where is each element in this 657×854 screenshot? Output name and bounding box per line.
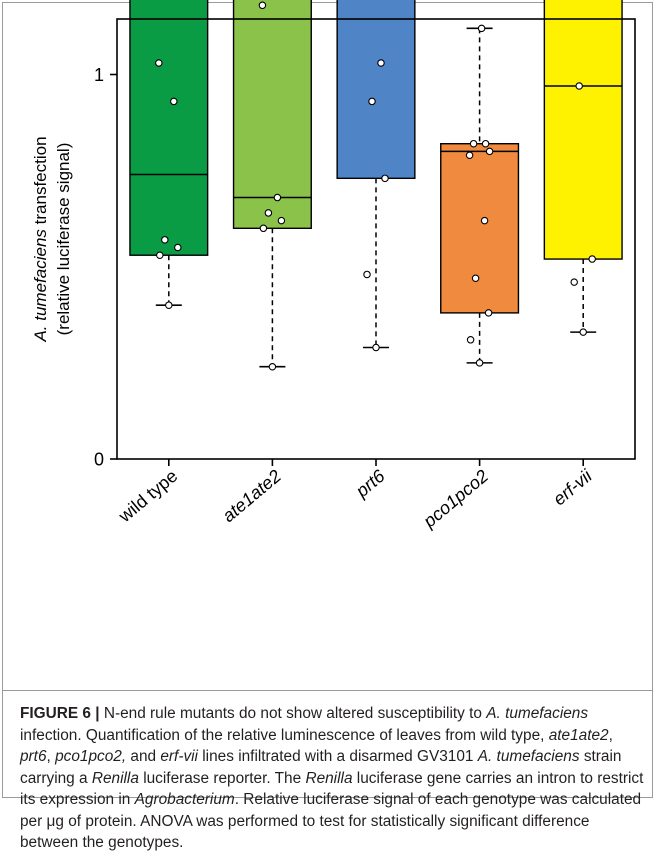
x-tick-label: wild type (114, 466, 181, 527)
y-axis-label-line2: (relative luciferase signal) (54, 143, 73, 336)
box-pco1pco2 (440, 24, 520, 367)
x-tick-label: prt6 (351, 465, 389, 502)
caption-segment: A. tumefaciens (486, 705, 589, 722)
data-point (156, 251, 164, 259)
data-point (273, 193, 282, 202)
data-point (363, 270, 371, 279)
iqr-box (232, 0, 312, 230)
x-tick-label: pco1pco2 (419, 466, 492, 532)
data-point (155, 59, 163, 67)
caption-segment: ate1ate2 (548, 726, 609, 744)
data-point (480, 216, 489, 225)
data-point (588, 255, 596, 263)
iqr-box (440, 143, 520, 314)
caption-segment: erf-vii (160, 748, 198, 765)
data-point (259, 224, 268, 233)
caption-segment: A. tumefaciens (477, 748, 580, 765)
data-point (161, 236, 169, 244)
box-plot-chart: 012345 wild typeate1ate2prt6pco1pco2erf-… (31, 0, 636, 532)
x-tick-label: ate1ate2 (218, 466, 285, 526)
data-point (477, 24, 486, 33)
data-point (466, 336, 475, 344)
caption-segment: luciferase reporter. The (138, 769, 306, 787)
caption-segment: lines infiltrated with a disarmed GV3101 (197, 748, 478, 765)
box-erf-vii (543, 0, 623, 336)
caption-segment: N-end rule mutants do not show altered s… (103, 705, 487, 722)
data-point (579, 328, 587, 336)
data-point (469, 139, 478, 148)
data-point (174, 243, 182, 252)
data-point (170, 97, 178, 106)
iqr-box (543, 0, 623, 260)
data-point (570, 278, 578, 286)
data-point (575, 82, 583, 90)
figure-frame (2, 2, 653, 798)
data-point (165, 301, 173, 309)
figure-label: FIGURE 6 (20, 705, 91, 722)
box-prt6 (336, 0, 416, 352)
data-point (377, 59, 385, 67)
iqr-box (336, 0, 416, 180)
data-point (475, 359, 484, 367)
box-wild-type (129, 0, 209, 309)
data-point (368, 97, 376, 106)
data-point (372, 343, 380, 352)
caption-segment: infection. Quantification of the relativ… (20, 726, 549, 744)
caption-segment: , (608, 726, 613, 744)
x-tick-label: erf-vii (549, 465, 596, 509)
data-point (481, 139, 490, 148)
figure-caption: FIGURE 6 | N-end rule mutants do not sho… (20, 703, 645, 854)
caption-divider (2, 690, 653, 691)
data-point (381, 174, 389, 183)
y-tick-label: 0 (94, 450, 104, 470)
data-point (258, 1, 267, 10)
caption-separator: | (90, 705, 104, 722)
caption-segment: Renilla (305, 769, 353, 787)
caption-segment: , (46, 748, 56, 765)
caption-text: N-end rule mutants do not show altered s… (20, 705, 643, 851)
y-axis-label-line1: A. tumefaciens transfection (31, 136, 50, 342)
box-ate1ate2 (232, 0, 312, 371)
data-point (268, 362, 277, 371)
iqr-box (129, 0, 209, 256)
y-axis-label-italic: A. tumefaciens (31, 229, 50, 343)
data-point (484, 309, 493, 317)
data-point (465, 151, 474, 159)
data-point (264, 209, 273, 217)
caption-segment: prt6 (20, 748, 47, 765)
caption-segment: Renilla (91, 769, 139, 787)
caption-segment: Agrobacterium (134, 791, 235, 808)
data-point (277, 216, 286, 225)
caption-segment: and (126, 748, 161, 765)
data-point (471, 274, 480, 283)
y-tick-label: 1 (94, 65, 104, 85)
y-axis-label-rest: transfection (31, 136, 50, 229)
data-point (485, 147, 494, 156)
caption-segment: strain carrying a (20, 748, 622, 787)
caption-segment: pco1pco2, (55, 748, 127, 765)
